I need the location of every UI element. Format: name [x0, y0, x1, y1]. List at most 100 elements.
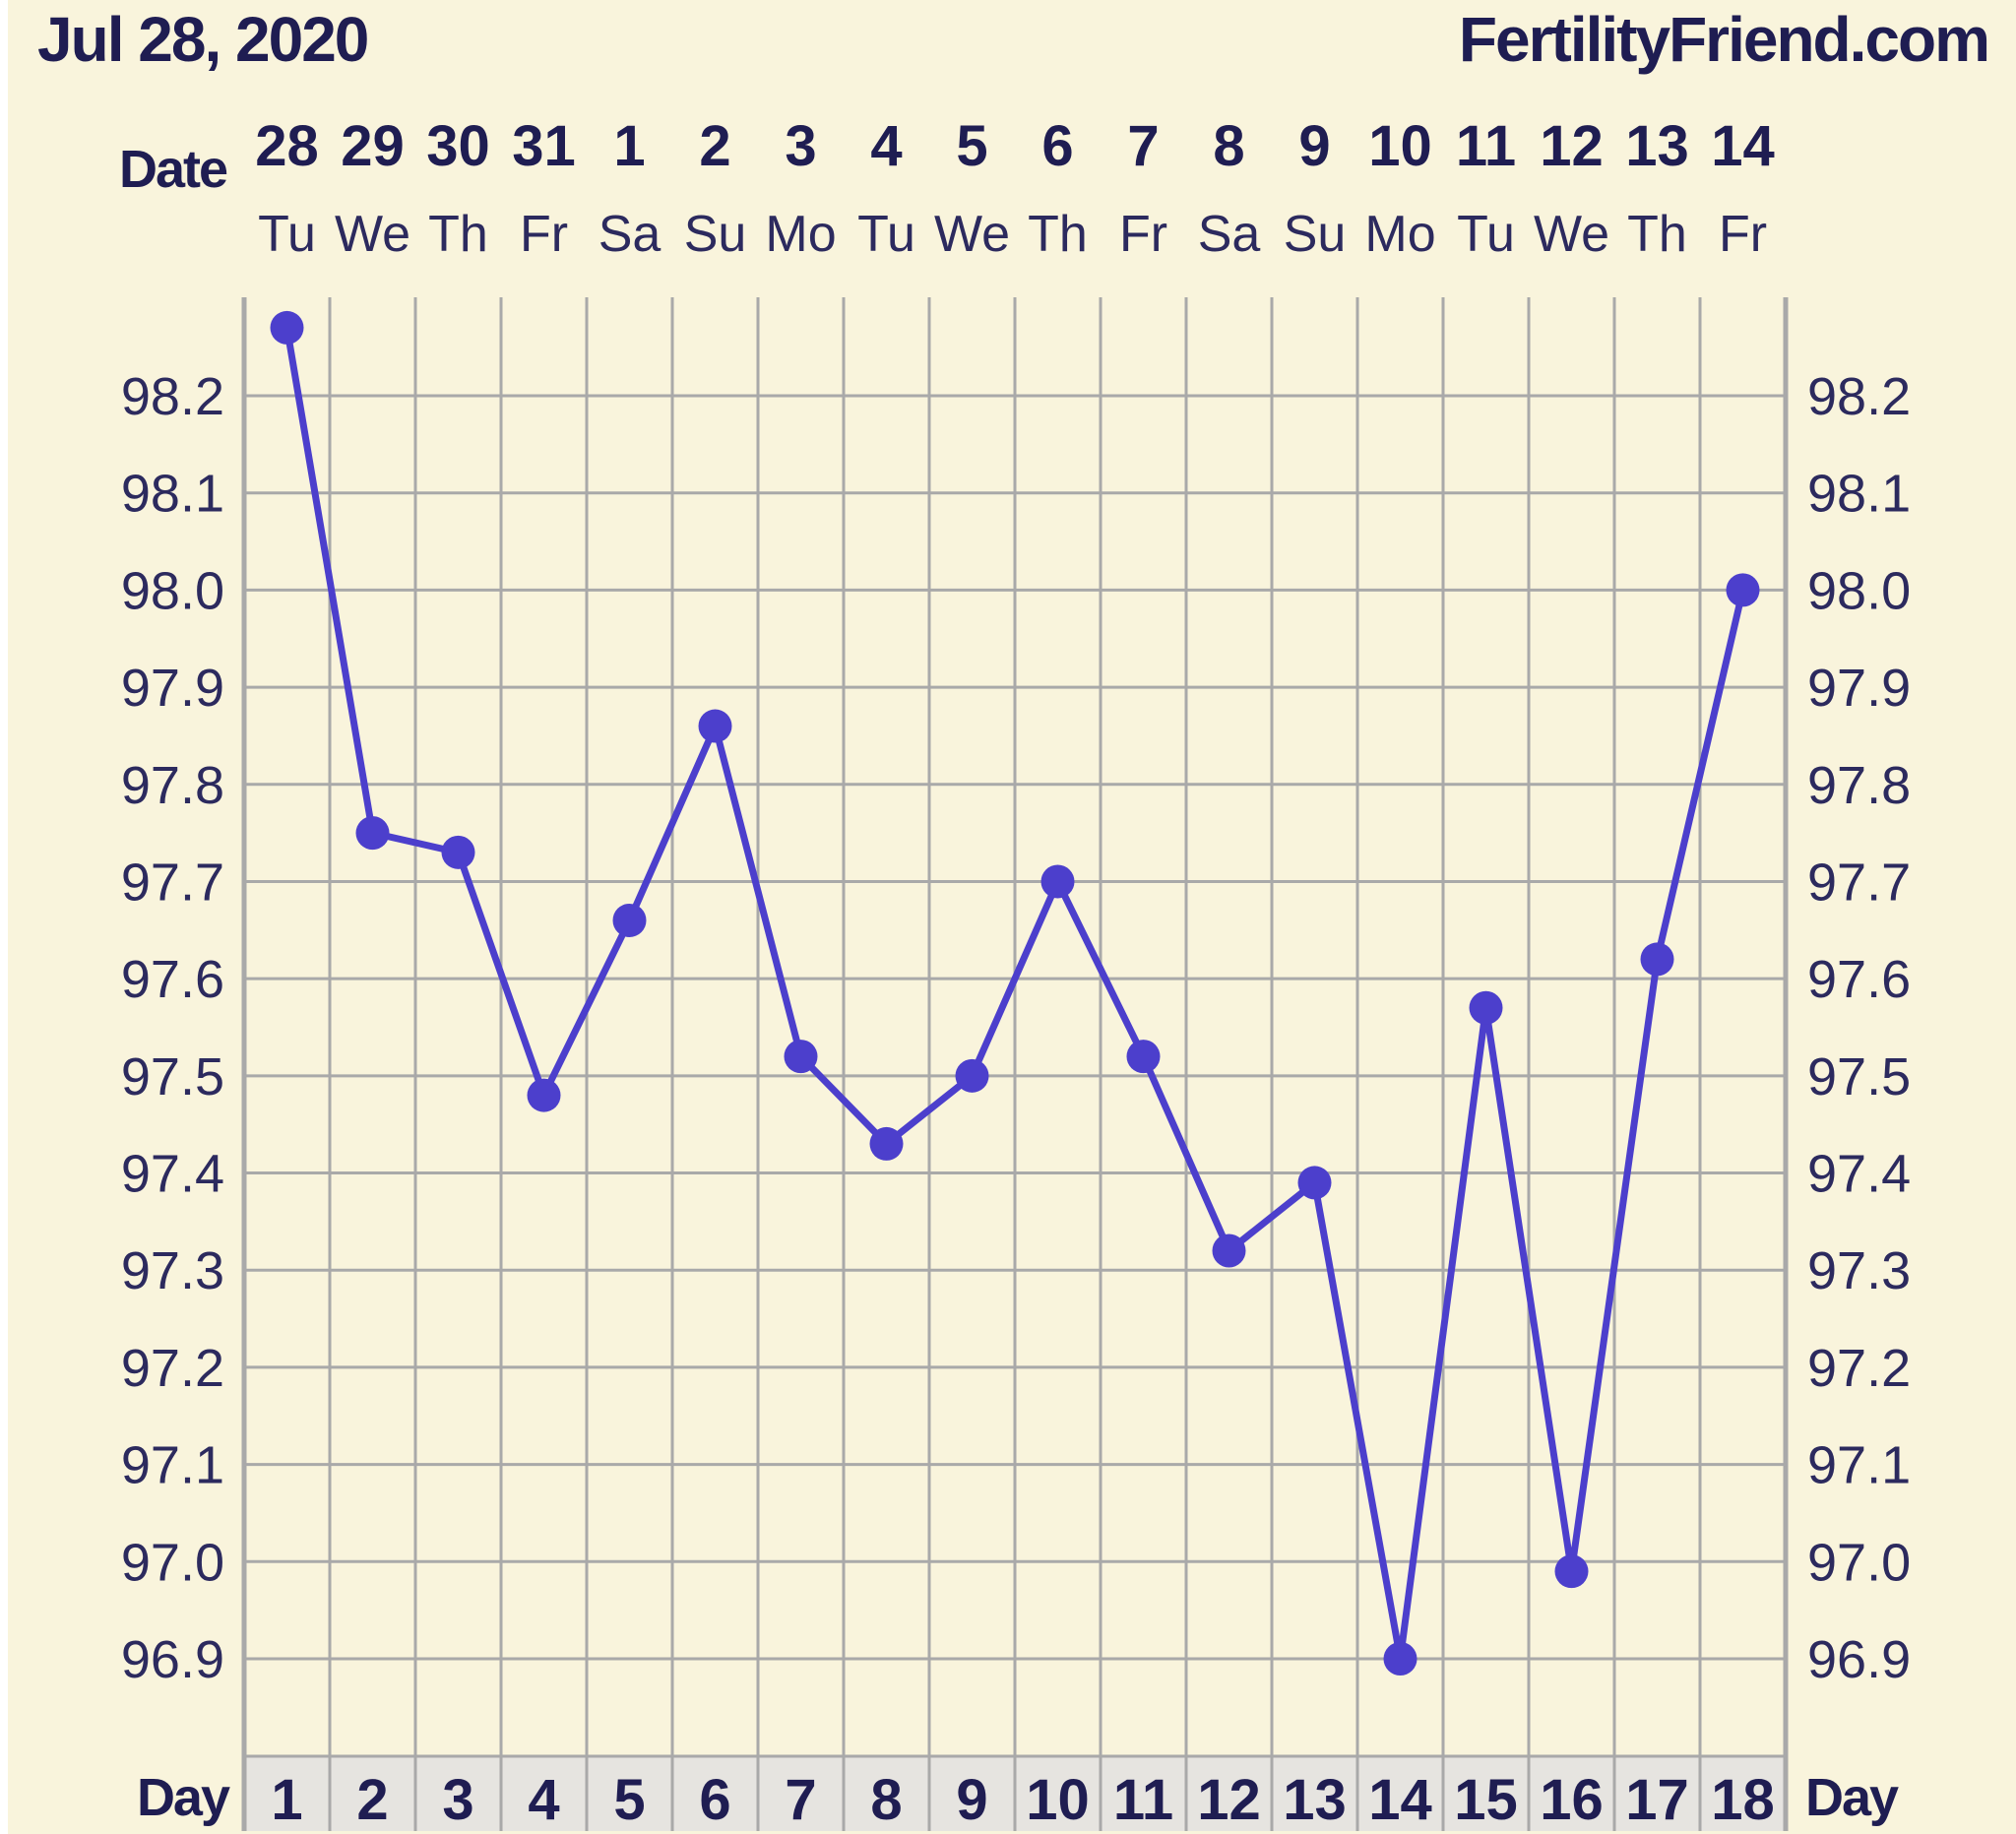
- y-tick-label-right: 96.9: [1807, 1630, 1911, 1689]
- day-number-label: 18: [1711, 1768, 1775, 1832]
- day-number-label: 17: [1625, 1768, 1689, 1832]
- weekday-label: We: [934, 206, 1010, 263]
- y-tick-label-left: 97.3: [121, 1241, 224, 1300]
- day-number-label: 8: [870, 1768, 902, 1832]
- y-tick-label-left: 97.6: [121, 950, 224, 1009]
- day-number-label: 6: [699, 1768, 730, 1832]
- day-number-label: 11: [1113, 1768, 1173, 1832]
- date-label: 6: [1041, 114, 1073, 178]
- temperature-point[interactable]: [527, 1078, 561, 1112]
- y-tick-label-left: 97.2: [121, 1339, 224, 1398]
- date-label: 28: [255, 114, 319, 178]
- date-label: 14: [1711, 114, 1775, 178]
- date-label: 9: [1298, 114, 1330, 178]
- chart-date-title: Jul 28, 2020: [37, 4, 367, 75]
- weekday-label: Th: [1627, 206, 1687, 263]
- y-tick-label-left: 97.9: [121, 659, 224, 718]
- day-number-label: 2: [356, 1768, 388, 1832]
- y-tick-label-left: 97.0: [121, 1533, 224, 1592]
- temperature-point[interactable]: [698, 709, 732, 743]
- date-label: 4: [870, 114, 902, 178]
- y-tick-label-left: 98.2: [121, 367, 224, 426]
- date-label: 31: [512, 114, 576, 178]
- weekday-label: We: [335, 206, 410, 263]
- temperature-point[interactable]: [784, 1040, 818, 1074]
- date-label: 12: [1540, 114, 1604, 178]
- y-tick-label-right: 97.8: [1807, 756, 1911, 815]
- date-label: 13: [1625, 114, 1689, 178]
- temperature-point[interactable]: [1383, 1642, 1418, 1676]
- date-label: 1: [613, 114, 645, 178]
- weekday-label: Tu: [258, 206, 316, 263]
- y-tick-label-right: 98.2: [1807, 367, 1911, 426]
- day-number-label: 10: [1026, 1768, 1090, 1832]
- temperature-point[interactable]: [869, 1126, 904, 1161]
- temperature-point[interactable]: [355, 816, 390, 851]
- date-label: 5: [956, 114, 987, 178]
- temperature-point[interactable]: [1126, 1040, 1161, 1074]
- y-tick-label-left: 97.1: [121, 1436, 224, 1495]
- day-number-label: 15: [1454, 1768, 1518, 1832]
- weekday-label: Th: [1028, 206, 1088, 263]
- weekday-label: Sa: [598, 206, 662, 263]
- temperature-point[interactable]: [1212, 1233, 1246, 1268]
- y-tick-label-left: 97.4: [121, 1145, 224, 1204]
- weekday-label: Fr: [520, 206, 568, 263]
- weekday-label: Tu: [857, 206, 915, 263]
- y-tick-label-right: 97.4: [1807, 1145, 1911, 1204]
- y-tick-label-left: 97.8: [121, 756, 224, 815]
- day-number-label: 9: [956, 1768, 987, 1832]
- y-tick-label-left: 98.1: [121, 465, 224, 524]
- temperature-point[interactable]: [612, 903, 647, 937]
- date-label: 10: [1368, 114, 1432, 178]
- y-tick-label-right: 97.9: [1807, 659, 1911, 718]
- date-label: 11: [1456, 114, 1516, 178]
- temperature-point[interactable]: [1469, 990, 1503, 1025]
- date-label: 3: [785, 114, 816, 178]
- date-label: 29: [341, 114, 405, 178]
- temperature-line: [284, 327, 1746, 1663]
- day-row-label-right: Day: [1805, 1768, 1899, 1827]
- y-tick-label-right: 97.1: [1807, 1436, 1911, 1495]
- day-number-label: 4: [528, 1768, 559, 1832]
- date-label: 2: [699, 114, 730, 178]
- weekday-label: Tu: [1457, 206, 1515, 263]
- weekday-label: Mo: [1364, 206, 1435, 263]
- temperature-point[interactable]: [441, 835, 475, 869]
- temperature-point[interactable]: [1297, 1166, 1332, 1200]
- date-label: 7: [1127, 114, 1159, 178]
- y-tick-label-right: 97.6: [1807, 950, 1911, 1009]
- temperature-point[interactable]: [1554, 1554, 1589, 1589]
- day-number-label: 12: [1197, 1768, 1261, 1832]
- weekday-label: Mo: [765, 206, 836, 263]
- weekday-label: Th: [428, 206, 488, 263]
- weekday-label: Su: [684, 206, 747, 263]
- y-tick-label-left: 97.7: [121, 853, 224, 912]
- temperature-point[interactable]: [1040, 864, 1075, 899]
- y-tick-label-right: 97.2: [1807, 1339, 1911, 1398]
- temperature-point[interactable]: [270, 310, 304, 345]
- day-row-label-left: Day: [137, 1768, 230, 1827]
- weekday-label: Sa: [1198, 206, 1261, 263]
- date-row-label: Date: [119, 140, 227, 199]
- y-tick-label-right: 97.3: [1807, 1241, 1911, 1300]
- y-tick-label-right: 97.5: [1807, 1047, 1911, 1107]
- y-tick-label-right: 98.1: [1807, 465, 1911, 524]
- day-number-label: 3: [442, 1768, 473, 1832]
- temperature-point[interactable]: [1640, 942, 1674, 977]
- weekday-label: Su: [1284, 206, 1347, 263]
- y-tick-label-right: 98.0: [1807, 561, 1911, 620]
- day-number-label: 14: [1368, 1768, 1432, 1832]
- weekday-label: Fr: [1719, 206, 1767, 263]
- site-name: FertilityFriend.com: [1459, 4, 1988, 75]
- day-number-label: 13: [1283, 1768, 1347, 1832]
- y-tick-label-left: 97.5: [121, 1047, 224, 1107]
- day-number-label: 16: [1540, 1768, 1604, 1832]
- day-number-label: 5: [613, 1768, 645, 1832]
- temperature-point[interactable]: [1726, 573, 1760, 607]
- date-label: 30: [426, 114, 490, 178]
- temperature-point[interactable]: [955, 1058, 989, 1093]
- y-tick-label-right: 97.7: [1807, 853, 1911, 912]
- y-tick-label-left: 98.0: [121, 561, 224, 620]
